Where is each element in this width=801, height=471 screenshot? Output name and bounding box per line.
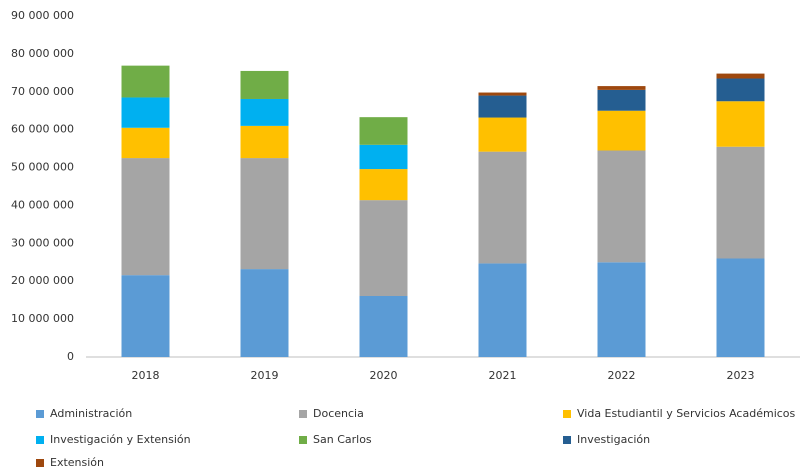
bar-segment [478, 117, 527, 152]
legend-swatch [299, 410, 307, 418]
bar-segment [716, 73, 765, 79]
bar-segment [597, 89, 646, 111]
bar-segment [716, 101, 765, 147]
bar-segment [597, 86, 646, 90]
bar-segment [716, 78, 765, 102]
bar-segment [597, 262, 646, 357]
bar-segment [359, 144, 408, 170]
bar-segment [121, 65, 170, 98]
bar-segment [240, 158, 289, 270]
bar-segment [716, 258, 765, 357]
legend-label: Administración [50, 407, 132, 420]
legend-label: Extensión [50, 456, 104, 469]
x-tick-label: 2021 [489, 369, 517, 382]
y-tick-label: 50 000 000 [11, 161, 74, 174]
bar-segment [359, 200, 408, 296]
x-tick-label: 2018 [132, 369, 160, 382]
bar-segment [597, 110, 646, 151]
y-tick-label: 90 000 000 [11, 9, 74, 22]
legend-swatch [36, 436, 44, 444]
legend-swatch [563, 410, 571, 418]
bar-segment [121, 158, 170, 276]
bar-segment [240, 125, 289, 159]
y-tick-label: 80 000 000 [11, 47, 74, 60]
legend-label: Investigación y Extensión [50, 433, 191, 446]
bar-segment [240, 98, 289, 126]
x-tick-label: 2020 [370, 369, 398, 382]
bar-segment [478, 263, 527, 357]
legend-label: San Carlos [313, 433, 372, 446]
bar-segment [121, 97, 170, 128]
bar-segment [121, 127, 170, 159]
y-tick-label: 40 000 000 [11, 198, 74, 211]
legend-label: Vida Estudiantil y Servicios Académicos [577, 407, 796, 420]
bar-segment [359, 295, 408, 357]
legend-swatch [36, 459, 44, 467]
bar-segment [121, 275, 170, 357]
legend-label: Investigación [577, 433, 650, 446]
legend-label: Docencia [313, 407, 364, 420]
bar-segment [359, 169, 408, 201]
legend-swatch [36, 410, 44, 418]
legend-swatch [563, 436, 571, 444]
x-tick-label: 2023 [727, 369, 755, 382]
bar-segment [240, 70, 289, 99]
y-tick-label: 0 [67, 350, 74, 363]
legend-swatch [299, 436, 307, 444]
x-tick-label: 2022 [608, 369, 636, 382]
bar-segment [478, 95, 527, 118]
y-tick-label: 70 000 000 [11, 85, 74, 98]
bar-segment [478, 151, 527, 264]
y-tick-label: 10 000 000 [11, 312, 74, 325]
bar-segment [240, 269, 289, 357]
y-tick-label: 20 000 000 [11, 274, 74, 287]
bar-segment [359, 117, 408, 145]
x-tick-label: 2019 [251, 369, 279, 382]
bar-segment [597, 150, 646, 263]
y-tick-label: 30 000 000 [11, 236, 74, 249]
y-tick-label: 60 000 000 [11, 123, 74, 136]
bar-segment [716, 146, 765, 259]
bar-segment [478, 92, 527, 96]
